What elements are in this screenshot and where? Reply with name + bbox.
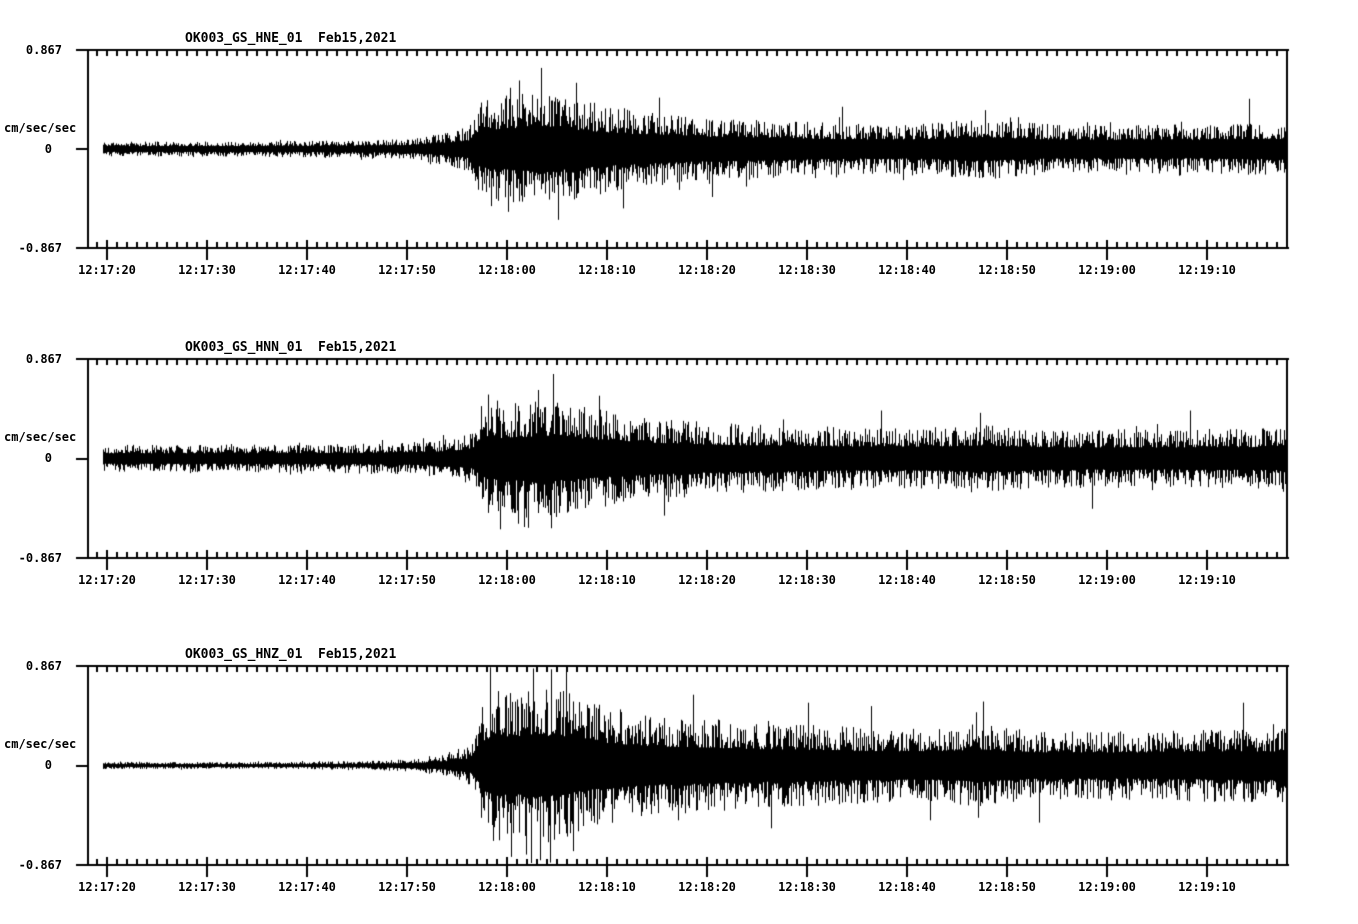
- x-tick-label: 12:18:50: [978, 880, 1036, 894]
- x-tick-label: 12:18:40: [878, 263, 936, 277]
- x-tick-label: 12:17:40: [278, 880, 336, 894]
- y-axis-min-label: -0.867: [18, 858, 62, 872]
- x-tick-label: 12:18:50: [978, 263, 1036, 277]
- x-tick-label: 12:18:30: [778, 880, 836, 894]
- y-axis-max-label: 0.867: [25, 352, 62, 366]
- x-tick-label: 12:18:30: [778, 573, 836, 587]
- x-tick-label: 12:18:10: [578, 263, 636, 277]
- x-tick-label: 12:18:10: [578, 573, 636, 587]
- y-axis-units-label: cm/sec/sec: [4, 121, 77, 135]
- y-axis-zero-label: 0: [44, 758, 52, 772]
- x-tick-label: 12:18:50: [978, 573, 1036, 587]
- panel-title-hnn: OK003_GS_HNN_01 Feb15,2021: [185, 340, 397, 355]
- x-tick-label: 12:17:20: [78, 263, 136, 277]
- x-tick-label: 12:17:50: [378, 573, 436, 587]
- x-tick-label: 12:17:40: [278, 263, 336, 277]
- x-tick-label: 12:18:30: [778, 263, 836, 277]
- x-tick-label: 12:17:20: [78, 573, 136, 587]
- y-axis-zero-label: 0: [44, 142, 52, 156]
- x-tick-label: 12:18:20: [678, 263, 736, 277]
- y-axis-max-label: 0.867: [25, 43, 62, 57]
- x-tick-label: 12:17:20: [78, 880, 136, 894]
- x-tick-label: 12:17:30: [178, 573, 236, 587]
- y-axis-units-label: cm/sec/sec: [4, 737, 77, 751]
- panel-title-hne: OK003_GS_HNE_01 Feb15,2021: [185, 31, 397, 46]
- x-tick-label: 12:17:30: [178, 880, 236, 894]
- x-tick-label: 12:18:40: [878, 880, 936, 894]
- x-tick-label: 12:18:00: [478, 880, 536, 894]
- x-tick-label: 12:18:20: [678, 880, 736, 894]
- y-axis-max-label: 0.867: [25, 659, 62, 673]
- x-tick-label: 12:18:00: [478, 573, 536, 587]
- x-tick-label: 12:19:10: [1178, 263, 1236, 277]
- y-axis-units-label: cm/sec/sec: [4, 430, 77, 444]
- x-tick-label: 12:19:00: [1078, 263, 1136, 277]
- x-tick-label: 12:17:50: [378, 263, 436, 277]
- x-tick-label: 12:19:10: [1178, 573, 1236, 587]
- y-axis-zero-label: 0: [44, 451, 52, 465]
- x-tick-label: 12:19:00: [1078, 573, 1136, 587]
- x-tick-label: 12:18:10: [578, 880, 636, 894]
- panel-title-hnz: OK003_GS_HNZ_01 Feb15,2021: [185, 647, 397, 662]
- y-axis-min-label: -0.867: [18, 241, 62, 255]
- x-tick-label: 12:18:20: [678, 573, 736, 587]
- x-tick-label: 12:19:10: [1178, 880, 1236, 894]
- x-tick-label: 12:17:50: [378, 880, 436, 894]
- x-tick-label: 12:18:00: [478, 263, 536, 277]
- x-tick-label: 12:17:30: [178, 263, 236, 277]
- x-tick-label: 12:19:00: [1078, 880, 1136, 894]
- x-tick-label: 12:18:40: [878, 573, 936, 587]
- y-axis-min-label: -0.867: [18, 551, 62, 565]
- x-tick-label: 12:17:40: [278, 573, 336, 587]
